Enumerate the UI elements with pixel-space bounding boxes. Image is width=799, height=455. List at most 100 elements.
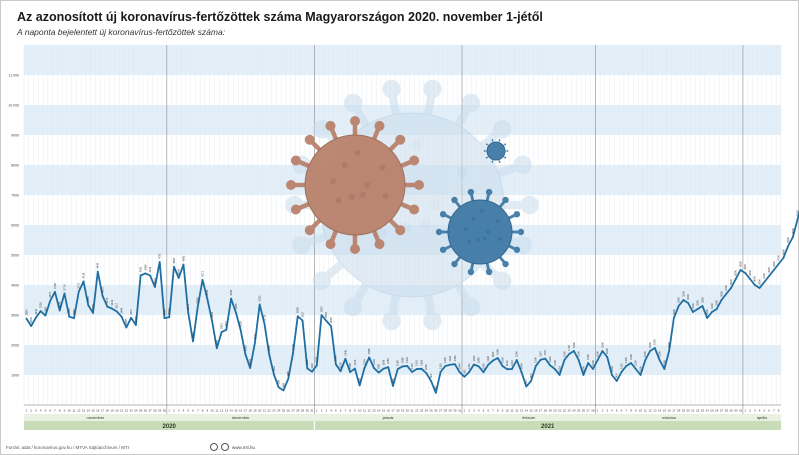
x-tick-label: 30 bbox=[306, 409, 310, 413]
data-point bbox=[620, 371, 623, 373]
data-label: 1728 bbox=[291, 344, 295, 350]
data-point bbox=[87, 304, 90, 307]
data-label: 1500 bbox=[657, 351, 661, 357]
x-tick-label: 6 bbox=[192, 409, 194, 413]
data-point bbox=[92, 312, 94, 314]
x-tick-label: 19 bbox=[401, 409, 405, 413]
data-label: 1098 bbox=[348, 363, 352, 369]
data-point bbox=[158, 261, 161, 263]
data-label: 4300 bbox=[767, 267, 771, 273]
data-point bbox=[425, 372, 428, 375]
data-label: 4000 bbox=[753, 276, 757, 282]
data-label: 4900 bbox=[781, 249, 785, 255]
x-tick-label: 24 bbox=[572, 409, 576, 413]
x-tick-label: 3 bbox=[325, 409, 327, 413]
data-label: 3069 bbox=[91, 304, 95, 310]
data-point bbox=[420, 367, 423, 370]
data-point bbox=[763, 281, 766, 283]
x-tick-label: 6 bbox=[487, 409, 489, 413]
x-tick-label: 11 bbox=[510, 409, 513, 413]
data-label: 3545 bbox=[229, 289, 233, 295]
data-point bbox=[111, 307, 113, 310]
data-point bbox=[639, 374, 642, 376]
data-point bbox=[215, 347, 218, 350]
x-tick-label: 15 bbox=[234, 409, 238, 413]
data-point bbox=[25, 317, 28, 320]
data-point bbox=[49, 299, 52, 302]
data-point bbox=[653, 347, 656, 349]
data-point bbox=[382, 367, 385, 370]
chart-title: Az azonosított új koronavírus-fertőzötte… bbox=[17, 10, 543, 24]
data-point bbox=[154, 286, 156, 288]
data-point bbox=[615, 380, 618, 382]
data-point bbox=[139, 274, 142, 277]
data-label: 3200 bbox=[696, 300, 700, 306]
data-label: 1000 bbox=[610, 366, 614, 372]
y-tick-label: 8000 bbox=[11, 164, 19, 168]
data-label: 2924 bbox=[167, 308, 171, 314]
data-label: 1208 bbox=[381, 359, 385, 365]
data-label: 1566 bbox=[496, 349, 500, 355]
data-point bbox=[263, 322, 266, 325]
data-label: 3280 bbox=[196, 297, 200, 303]
data-point bbox=[758, 287, 761, 289]
x-tick-label: 18 bbox=[396, 409, 400, 413]
x-tick-label: 3 bbox=[606, 409, 608, 413]
x-tick-label: 31 bbox=[458, 409, 462, 413]
data-label: 3719 bbox=[62, 284, 66, 290]
data-label: 1693 bbox=[243, 345, 247, 351]
grid-band bbox=[24, 315, 781, 345]
x-tick-label: 2 bbox=[602, 409, 604, 413]
data-label: 2805 bbox=[324, 311, 328, 317]
data-label: 1200 bbox=[662, 360, 666, 366]
x-tick-label: 12 bbox=[368, 409, 372, 413]
data-point bbox=[677, 305, 680, 307]
data-point bbox=[549, 364, 551, 367]
data-point bbox=[306, 367, 309, 370]
data-point bbox=[753, 284, 756, 286]
data-point bbox=[268, 353, 271, 356]
x-tick-label: 16 bbox=[239, 409, 243, 413]
data-point bbox=[592, 368, 594, 370]
data-label: 1300 bbox=[624, 357, 628, 363]
data-point bbox=[315, 364, 318, 367]
month-label: december bbox=[232, 415, 250, 420]
data-label: 4313 bbox=[148, 266, 152, 272]
y-tick-label: 10.000 bbox=[8, 104, 19, 108]
y-tick-label: 9000 bbox=[11, 134, 19, 138]
copyright-icon bbox=[221, 443, 229, 451]
data-point bbox=[82, 280, 85, 283]
x-tick-label: 14 bbox=[658, 409, 662, 413]
data-point bbox=[558, 374, 561, 376]
x-tick-label: 31 bbox=[310, 409, 314, 413]
data-label: 1500 bbox=[596, 351, 600, 357]
data-point bbox=[401, 365, 404, 368]
data-point bbox=[68, 315, 71, 318]
x-tick-label: 10 bbox=[506, 409, 510, 413]
x-tick-label: 12 bbox=[77, 409, 81, 413]
x-tick-label: 17 bbox=[391, 409, 395, 413]
x-tick-label: 23 bbox=[420, 409, 424, 413]
data-label: 4682 bbox=[181, 255, 185, 261]
x-tick-label: 27 bbox=[148, 409, 152, 413]
data-point bbox=[544, 357, 547, 360]
x-tick-label: 12 bbox=[648, 409, 652, 413]
data-point bbox=[553, 368, 556, 370]
data-label: 1600 bbox=[605, 348, 609, 354]
data-label: 4100 bbox=[762, 273, 766, 279]
data-label: 3300 bbox=[700, 297, 704, 303]
x-tick-label: 22 bbox=[125, 409, 129, 413]
x-tick-label: 12 bbox=[515, 409, 519, 413]
chart-subtitle: A naponta bejelentett új koronavírus-fer… bbox=[17, 27, 226, 37]
data-label: 2713 bbox=[262, 314, 266, 320]
x-tick-label: 6 bbox=[340, 409, 342, 413]
data-point bbox=[63, 292, 66, 295]
data-label: 1500 bbox=[562, 351, 566, 357]
data-point bbox=[601, 350, 604, 352]
data-point bbox=[777, 263, 780, 265]
data-point bbox=[772, 269, 775, 271]
x-tick-label: 11 bbox=[644, 409, 647, 413]
data-point bbox=[715, 308, 718, 310]
x-tick-label: 2 bbox=[173, 409, 175, 413]
